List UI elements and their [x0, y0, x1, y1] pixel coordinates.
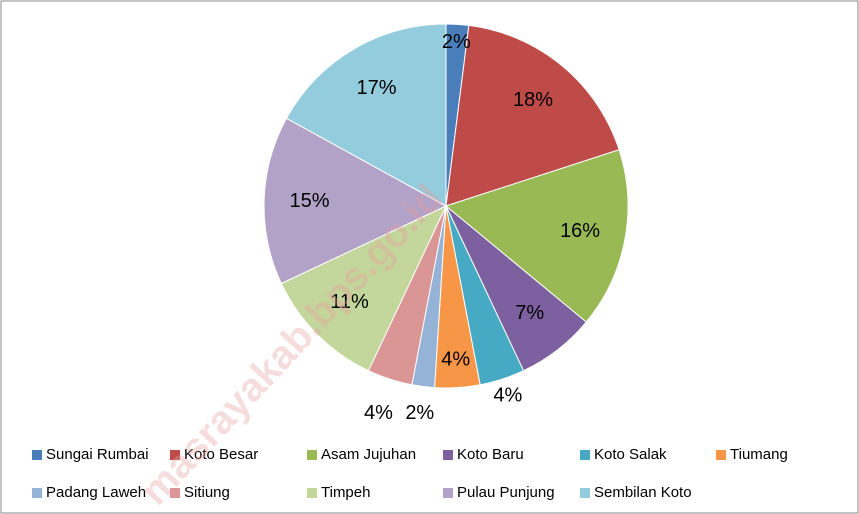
data-label: 17%	[357, 77, 397, 99]
data-label: 7%	[515, 302, 544, 324]
data-label: 2%	[405, 402, 434, 424]
pie-slice	[445, 24, 620, 207]
legend-swatch	[170, 488, 180, 498]
legend-label: Sitiung	[184, 484, 230, 501]
pie-labels: 2% 18% 16% 7% 4% 4% 2% 4% 11% 15% 17%	[290, 31, 601, 424]
pie	[263, 23, 629, 389]
data-label: 16%	[560, 220, 600, 242]
pie-slice	[263, 117, 448, 285]
legend-label: Koto Salak	[594, 446, 667, 463]
legend-label: Asam Jujuhan	[321, 446, 416, 463]
legend-swatch	[307, 488, 317, 498]
data-label: 2%	[442, 31, 471, 53]
legend: Sungai Rumbai Koto Besar Asam Jujuhan Koto …	[32, 446, 788, 501]
legend-label: Koto Besar	[184, 446, 258, 463]
data-label: 4%	[493, 385, 522, 407]
data-label: 18%	[513, 89, 553, 111]
data-label: 15%	[290, 190, 330, 212]
legend-swatch	[716, 450, 726, 460]
legend-swatch	[307, 450, 317, 460]
legend-label: Sembilan Koto	[594, 484, 692, 501]
legend-swatch	[443, 488, 453, 498]
legend-label: Koto Baru	[457, 446, 524, 463]
legend-swatch	[443, 450, 453, 460]
data-label: 4%	[441, 349, 470, 371]
legend-label: Pulau Punjung	[457, 484, 555, 501]
legend-swatch	[32, 488, 42, 498]
data-label: 4%	[364, 402, 393, 424]
legend-label: Tiumang	[730, 446, 788, 463]
pie-slice	[444, 149, 629, 323]
legend-swatch	[580, 450, 590, 460]
legend-label: Padang Laweh	[46, 484, 146, 501]
data-label: 11%	[330, 291, 369, 313]
legend-label: Sungai Rumbai	[46, 446, 149, 463]
pie-slice	[285, 23, 447, 207]
pie-slice	[280, 204, 448, 372]
legend-label: Timpeh	[321, 484, 370, 501]
legend-swatch	[170, 450, 180, 460]
legend-swatch	[32, 450, 42, 460]
legend-swatch	[580, 488, 590, 498]
